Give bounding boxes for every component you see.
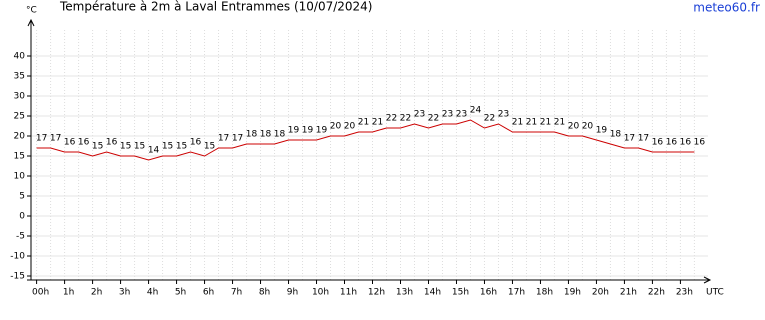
data-label: 19 <box>302 126 314 136</box>
x-tick-label: 15h <box>452 288 469 298</box>
x-tick-label: 10h <box>312 288 329 298</box>
x-tick-label: 8h <box>259 288 270 298</box>
data-label: 15 <box>176 142 187 152</box>
y-tick-label: 10 <box>14 172 26 182</box>
data-label: 17 <box>218 134 229 144</box>
y-tick-label: 15 <box>14 152 25 162</box>
data-label: 18 <box>246 130 258 140</box>
data-label: 15 <box>120 142 131 152</box>
data-label: 16 <box>190 138 202 148</box>
y-tick-label: 0 <box>19 212 25 222</box>
x-tick-label: 1h <box>63 288 74 298</box>
chart-title: Température à 2m à Laval Entrammes (10/0… <box>59 0 372 14</box>
data-label: 22 <box>484 114 495 124</box>
x-tick-label: 3h <box>119 288 130 298</box>
data-label: 17 <box>232 134 243 144</box>
x-tick-label: 16h <box>480 288 497 298</box>
data-label: 20 <box>344 122 356 132</box>
data-label: 21 <box>540 118 551 128</box>
y-axis-arrow <box>27 18 35 27</box>
x-tick-label: 6h <box>203 288 214 298</box>
x-tick-label: 23h <box>676 288 693 298</box>
data-label: 15 <box>162 142 173 152</box>
data-label: 21 <box>372 118 383 128</box>
data-label: 17 <box>36 134 47 144</box>
data-label: 18 <box>260 130 272 140</box>
data-label: 18 <box>610 130 622 140</box>
data-label: 21 <box>526 118 537 128</box>
x-tick-label: 17h <box>508 288 525 298</box>
x-tick-label: 19h <box>564 288 581 298</box>
y-tick-label: 40 <box>14 52 26 62</box>
x-unit: UTC <box>706 288 724 298</box>
x-tick-label: 9h <box>287 288 298 298</box>
data-label: 23 <box>456 110 467 120</box>
data-label: 20 <box>568 122 580 132</box>
data-label: 16 <box>64 138 76 148</box>
y-tick-label: 30 <box>14 92 26 102</box>
data-label: 17 <box>50 134 61 144</box>
x-tick-label: 12h <box>368 288 385 298</box>
x-tick-label: 7h <box>231 288 242 298</box>
data-label: 15 <box>134 142 145 152</box>
y-tick-label: 20 <box>14 132 26 142</box>
x-tick-label: 20h <box>592 288 609 298</box>
y-tick-label: 25 <box>14 112 25 122</box>
data-label: 22 <box>386 114 397 124</box>
x-tick-label: 2h <box>91 288 102 298</box>
y-tick-label: -15 <box>10 272 25 282</box>
x-tick-label: 11h <box>340 288 357 298</box>
data-label: 16 <box>106 138 118 148</box>
data-label: 16 <box>694 138 706 148</box>
data-label: 15 <box>92 142 103 152</box>
y-unit: °C <box>26 6 37 16</box>
x-tick-label: 4h <box>147 288 158 298</box>
data-label: 17 <box>624 134 635 144</box>
x-tick-label: 5h <box>175 288 186 298</box>
data-label: 20 <box>330 122 342 132</box>
data-label: 16 <box>78 138 90 148</box>
x-tick-label: 14h <box>424 288 441 298</box>
y-tick-label: -5 <box>16 232 25 242</box>
data-label: 16 <box>652 138 664 148</box>
x-tick-label: 18h <box>536 288 553 298</box>
data-label: 16 <box>666 138 678 148</box>
data-label: 14 <box>148 146 160 156</box>
data-label: 16 <box>680 138 692 148</box>
data-label: 18 <box>274 130 286 140</box>
data-label: 22 <box>428 114 439 124</box>
data-label: 23 <box>414 110 425 120</box>
x-tick-label: 21h <box>620 288 637 298</box>
data-label: 21 <box>358 118 369 128</box>
data-label: 21 <box>554 118 565 128</box>
source-link[interactable]: meteo60.fr <box>693 1 760 15</box>
data-label: 19 <box>288 126 300 136</box>
x-tick-label: 22h <box>648 288 665 298</box>
x-tick-label: 13h <box>396 288 413 298</box>
data-label: 23 <box>442 110 453 120</box>
data-label: 17 <box>638 134 649 144</box>
y-tick-label: 35 <box>14 72 25 82</box>
data-label: 22 <box>400 114 411 124</box>
temperature-line <box>36 119 695 161</box>
data-label: 19 <box>316 126 328 136</box>
data-label: 20 <box>582 122 594 132</box>
data-label: 24 <box>470 106 482 116</box>
y-tick-label: -10 <box>10 252 25 262</box>
y-tick-label: 5 <box>19 192 25 202</box>
x-tick-label: 00h <box>32 288 49 298</box>
data-label: 23 <box>498 110 509 120</box>
data-label: 19 <box>596 126 608 136</box>
data-label: 21 <box>512 118 523 128</box>
x-axis-arrow <box>703 276 712 284</box>
data-label: 15 <box>204 142 215 152</box>
